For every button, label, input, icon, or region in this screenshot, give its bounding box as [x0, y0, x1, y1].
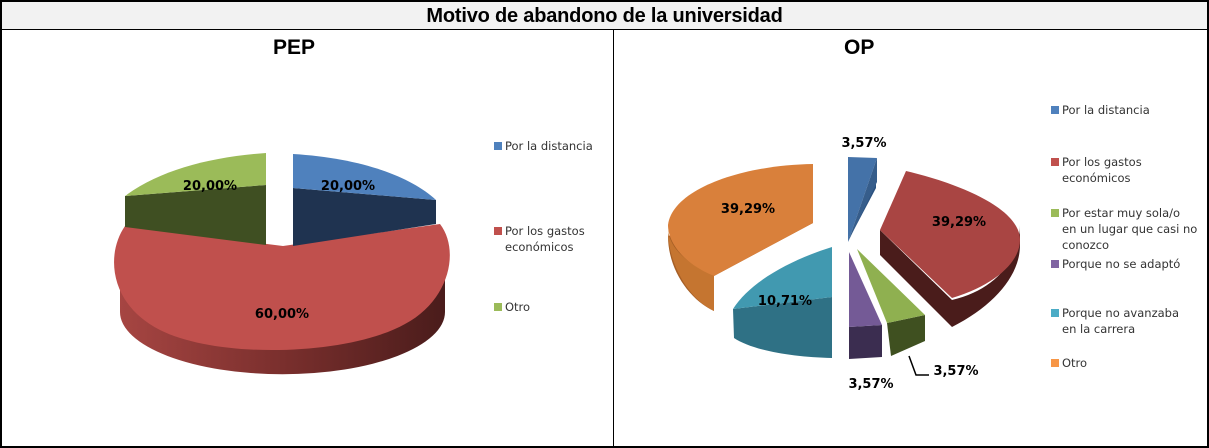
op-legend-item-gastos: Por los gastos económicos	[1051, 154, 1142, 186]
op-slice-distancia-shade	[848, 158, 877, 242]
legend-swatch-icon	[494, 227, 502, 235]
legend-swatch-icon	[1051, 209, 1059, 217]
main-title-bar: Motivo de abandono de la universidad	[2, 2, 1207, 30]
op-slice-avanzaba	[733, 247, 832, 309]
pep-legend-item-gastos: Por los gastos económicos	[494, 223, 585, 255]
op-legend-item-adapto: Porque no se adaptó	[1051, 256, 1180, 272]
op-label-adapto: 3,57%	[848, 377, 893, 392]
op-slice-adapto	[849, 252, 882, 327]
op-legend-item-otro: Otro	[1051, 355, 1087, 371]
legend-swatch-icon	[1051, 359, 1059, 367]
pep-slice-gastos-side	[120, 262, 445, 375]
op-slice-avanzaba-side	[733, 297, 832, 358]
op-chart-title: OP	[844, 36, 875, 59]
panel-divider	[613, 30, 614, 448]
pep-chart-title: PEP	[273, 36, 316, 59]
pep-pie-chart: 20,00% 60,00% 20,00%	[114, 153, 450, 375]
main-title: Motivo de abandono de la universidad	[426, 5, 783, 27]
pep-slice-distancia	[293, 154, 436, 200]
op-label-sola: 3,57%	[933, 364, 978, 379]
op-label-distancia: 3,57%	[841, 136, 886, 151]
pep-slice-gastos	[114, 224, 450, 351]
legend-swatch-icon	[1051, 106, 1059, 114]
op-legend-item-distancia: Por la distancia	[1051, 102, 1150, 118]
legend-swatch-icon	[1051, 260, 1059, 268]
op-slice-distancia	[848, 157, 877, 242]
op-pie-chart: 3,57% 39,29% 3,57% 3,57% 10,71% 39,29%	[668, 136, 1020, 392]
pep-slice-otro-side	[125, 185, 266, 245]
legend-swatch-icon	[494, 303, 502, 311]
op-slice-adapto-side	[849, 325, 882, 359]
op-slice-gastos	[880, 171, 1020, 298]
op-slice-sola	[857, 249, 925, 323]
legend-swatch-icon	[494, 142, 502, 150]
op-label-otro: 39,29%	[721, 202, 775, 217]
legend-swatch-icon	[1051, 158, 1059, 166]
op-slice-sola-side	[887, 315, 925, 356]
op-legend-item-avanzaba: Porque no avanzaba en la carrera	[1051, 305, 1179, 337]
op-leader-line	[908, 355, 929, 376]
pep-slice-distancia-side	[293, 188, 436, 246]
pep-legend-item-otro: Otro	[494, 299, 530, 315]
pep-slice-otro	[125, 153, 266, 196]
legend-swatch-icon	[1051, 309, 1059, 317]
pep-label-otro: 20,00%	[183, 179, 237, 194]
op-slice-otro	[668, 164, 813, 276]
op-label-gastos: 39,29%	[932, 215, 986, 230]
pep-label-gastos: 60,00%	[255, 307, 309, 322]
op-slice-otro-side-front	[668, 230, 714, 311]
pep-label-distancia: 20,00%	[321, 179, 375, 194]
pep-legend-item-distancia: Por la distancia	[494, 138, 593, 154]
op-label-avanzaba: 10,71%	[758, 294, 812, 309]
op-slice-gastos-side	[880, 225, 1020, 327]
op-legend-item-sola: Por estar muy sola/o en un lugar que cas…	[1051, 205, 1197, 253]
